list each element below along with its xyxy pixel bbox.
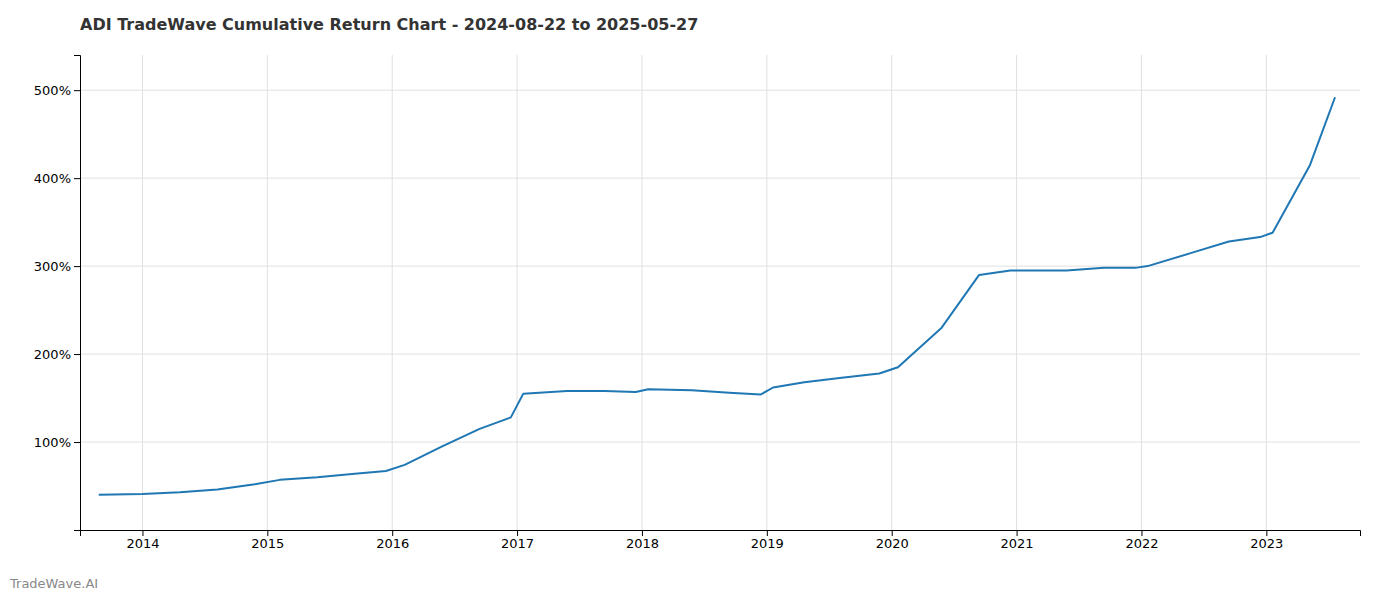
x-tick: 2022	[1125, 530, 1158, 551]
x-axis: 2014 2015 2016 2017 2018 2019 2020 2021 2022 2023	[81, 530, 1361, 551]
x-tick: 2014	[126, 530, 159, 551]
x-tick-label: 2014	[126, 536, 159, 551]
y-tick-label: 300%	[34, 259, 71, 274]
x-tick-label: 2018	[626, 536, 659, 551]
x-tick: 2019	[751, 530, 784, 551]
x-tick-mark	[642, 530, 643, 536]
y-axis: 100% 200% 300% 400% 500%	[34, 56, 81, 531]
x-tick-mark	[1266, 530, 1267, 536]
y-grid-line	[80, 354, 1360, 355]
x-tick-label: 2017	[501, 536, 534, 551]
x-grid-line	[1141, 55, 1142, 530]
y-grid-line	[80, 90, 1360, 91]
x-grid-line	[891, 55, 892, 530]
y-grid-line	[80, 442, 1360, 443]
x-tick-mark	[1017, 530, 1018, 536]
y-tick: 500%	[34, 83, 80, 98]
x-tick-mark	[142, 530, 143, 536]
x-tick: 2021	[1001, 530, 1034, 551]
y-tick: 300%	[34, 259, 80, 274]
y-tick: 200%	[34, 347, 80, 362]
x-grid-line	[517, 55, 518, 530]
y-tick-label: 400%	[34, 171, 71, 186]
y-tick-mark	[74, 266, 80, 267]
x-tick-label: 2019	[751, 536, 784, 551]
y-tick-label: 100%	[34, 435, 71, 450]
y-tick: 400%	[34, 171, 80, 186]
y-tick-mark	[74, 354, 80, 355]
y-grid-line	[80, 178, 1360, 179]
y-tick-mark	[74, 90, 80, 91]
x-grid-line	[267, 55, 268, 530]
x-tick-mark	[1141, 530, 1142, 536]
x-tick-label: 2016	[376, 536, 409, 551]
x-tick-label: 2020	[876, 536, 909, 551]
y-tick-label: 500%	[34, 83, 71, 98]
x-axis-line	[81, 531, 1361, 537]
grid	[80, 55, 1360, 530]
chart-svg: 2014 2015 2016 2017 2018 2019 2020 2021 2022 2023…	[0, 0, 1400, 600]
watermark: TradeWave.AI	[9, 576, 98, 591]
x-tick: 2017	[501, 530, 534, 551]
y-tick-mark	[74, 178, 80, 179]
x-tick: 2018	[626, 530, 659, 551]
x-tick-mark	[767, 530, 768, 536]
x-tick-label: 2021	[1001, 536, 1034, 551]
y-tick: 100%	[34, 435, 80, 450]
chart-title: ADI TradeWave Cumulative Return Chart - …	[80, 15, 698, 34]
x-tick-mark	[517, 530, 518, 536]
plot-area: 2014 2015 2016 2017 2018 2019 2020 2021 2022 2023…	[34, 55, 1361, 551]
y-tick-label: 200%	[34, 347, 71, 362]
x-tick: 2023	[1250, 530, 1283, 551]
x-grid-line	[392, 55, 393, 530]
x-grid-line	[1266, 55, 1267, 530]
x-tick-label: 2015	[251, 536, 284, 551]
data-line	[99, 97, 1335, 495]
x-grid-line	[142, 55, 143, 530]
marks	[99, 97, 1335, 495]
x-tick-mark	[892, 530, 893, 536]
x-grid-line	[1016, 55, 1017, 530]
chart-container: 2014 2015 2016 2017 2018 2019 2020 2021 2022 2023…	[0, 0, 1400, 600]
x-tick-label: 2023	[1250, 536, 1283, 551]
x-tick: 2016	[376, 530, 409, 551]
x-tick-mark	[267, 530, 268, 536]
x-tick-label: 2022	[1125, 536, 1158, 551]
x-grid-line	[766, 55, 767, 530]
y-grid-line	[80, 266, 1360, 267]
x-tick-mark	[392, 530, 393, 536]
x-grid-line	[641, 55, 642, 530]
y-tick-mark	[74, 442, 80, 443]
y-axis-line	[74, 56, 81, 531]
x-tick: 2020	[876, 530, 909, 551]
x-tick: 2015	[251, 530, 284, 551]
